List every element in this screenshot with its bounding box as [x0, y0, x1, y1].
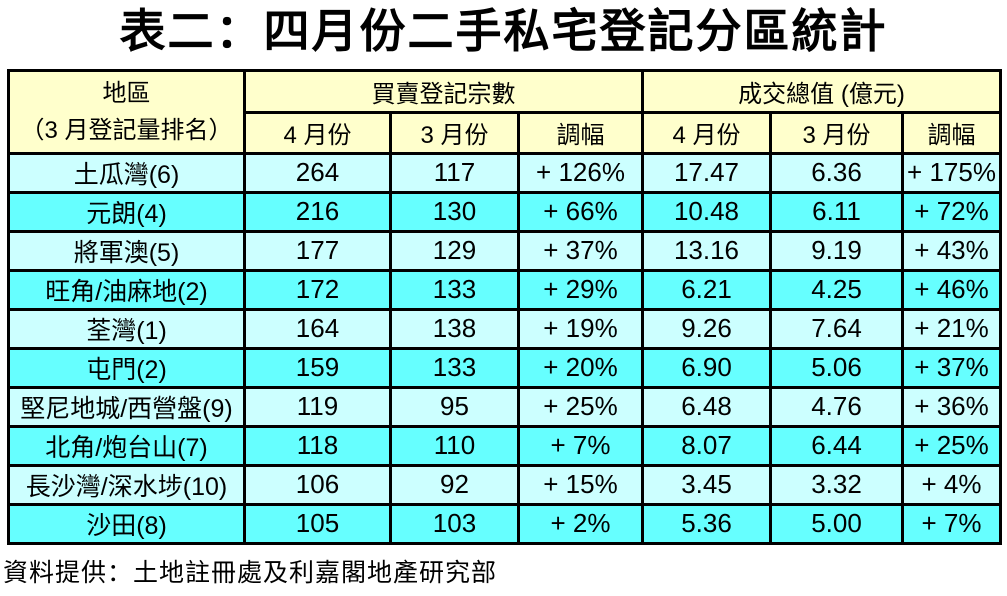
reg-april-cell: 106 [243, 463, 392, 506]
reg-april-cell: 105 [243, 502, 392, 545]
val-march-cell: 7.64 [769, 307, 904, 350]
reg-march-cell: 138 [389, 307, 520, 350]
district-header-line1: 地區 [102, 79, 151, 107]
val-march-header: 3 月份 [769, 110, 904, 155]
table-row: 元朗(4) 216 130 + 66% 10.48 6.11 + 72% [7, 190, 1003, 233]
val-change-cell: + 4% [900, 463, 1003, 506]
district-cell: 土瓜灣(6) [7, 151, 246, 194]
reg-change-cell: + 126% [517, 151, 644, 194]
table-row: 旺角/油麻地(2) 172 133 + 29% 6.21 4.25 + 46% [7, 268, 1003, 311]
district-cell: 荃灣(1) [7, 307, 246, 350]
val-change-cell: + 37% [900, 346, 1003, 389]
reg-april-cell: 119 [243, 385, 392, 428]
reg-march-header: 3 月份 [389, 110, 520, 155]
val-april-cell: 6.21 [641, 268, 772, 311]
header-group-row: 地區 （3 月登記量排名） 買賣登記宗數 成交總值 (億元) [7, 68, 1003, 155]
reg-change-cell: + 25% [517, 385, 644, 428]
val-april-header: 4 月份 [641, 110, 772, 155]
reg-change-cell: + 66% [517, 190, 644, 233]
reg-april-cell: 118 [243, 424, 392, 467]
district-cell: 將軍澳(5) [7, 229, 246, 272]
reg-march-cell: 129 [389, 229, 520, 272]
val-change-cell: + 36% [900, 385, 1003, 428]
district-cell: 堅尼地城/西營盤(9) [7, 385, 246, 428]
district-cell: 長沙灣/深水埗(10) [7, 463, 246, 506]
val-change-cell: + 72% [900, 190, 1003, 233]
reg-april-header: 4 月份 [243, 110, 392, 155]
val-change-cell: + 25% [900, 424, 1003, 467]
val-march-cell: 6.11 [769, 190, 904, 233]
registrations-group-header: 買賣登記宗數 [243, 68, 644, 114]
table-row: 屯門(2) 159 133 + 20% 6.90 5.06 + 37% [7, 346, 1003, 389]
val-april-cell: 5.36 [641, 502, 772, 545]
table-row: 土瓜灣(6) 264 117 + 126% 17.47 6.36 + 175% [7, 151, 1003, 194]
table-row: 長沙灣/深水埗(10) 106 92 + 15% 3.45 3.32 + 4% [7, 463, 1003, 506]
reg-march-cell: 95 [389, 385, 520, 428]
val-march-cell: 3.32 [769, 463, 904, 506]
value-group-header: 成交總值 (億元) [640, 68, 1003, 114]
val-change-cell: + 46% [900, 268, 1003, 311]
val-march-cell: 5.06 [769, 346, 904, 389]
val-april-cell: 13.16 [641, 229, 772, 272]
val-march-cell: 5.00 [769, 502, 904, 545]
table-row: 北角/炮台山(7) 118 110 + 7% 8.07 6.44 + 25% [7, 424, 1003, 467]
val-change-cell: + 21% [900, 307, 1003, 350]
reg-april-cell: 172 [243, 268, 392, 311]
val-april-cell: 17.47 [641, 151, 772, 194]
val-march-cell: 9.19 [769, 229, 904, 272]
reg-change-cell: + 29% [517, 268, 644, 311]
district-cell: 旺角/油麻地(2) [7, 268, 246, 311]
table-row: 沙田(8) 105 103 + 2% 5.36 5.00 + 7% [7, 502, 1003, 545]
reg-april-cell: 216 [243, 190, 392, 233]
val-april-cell: 8.07 [641, 424, 772, 467]
reg-march-cell: 92 [389, 463, 520, 506]
stats-table: 地區 （3 月登記量排名） 買賣登記宗數 成交總值 (億元) 4 月份 3 月份… [7, 68, 1003, 545]
val-change-header: 調幅 [900, 110, 1003, 155]
reg-march-cell: 133 [389, 346, 520, 389]
district-cell: 北角/炮台山(7) [7, 424, 246, 467]
reg-april-cell: 264 [243, 151, 392, 194]
page-title: 表二：四月份二手私宅登記分區統計 [119, 5, 888, 57]
district-column-header: 地區 （3 月登記量排名） [7, 68, 246, 155]
reg-change-cell: + 7% [517, 424, 644, 467]
val-change-cell: + 175% [900, 151, 1003, 194]
val-april-cell: 9.26 [641, 307, 772, 350]
reg-change-header: 調幅 [517, 110, 644, 155]
reg-march-cell: 103 [389, 502, 520, 545]
reg-april-cell: 164 [243, 307, 392, 350]
reg-march-cell: 110 [389, 424, 520, 467]
reg-change-cell: + 19% [517, 307, 644, 350]
reg-march-cell: 133 [389, 268, 520, 311]
val-change-cell: + 7% [900, 502, 1003, 545]
district-cell: 沙田(8) [7, 502, 246, 545]
reg-april-cell: 159 [243, 346, 392, 389]
reg-change-cell: + 15% [517, 463, 644, 506]
val-april-cell: 10.48 [641, 190, 772, 233]
val-march-cell: 4.76 [769, 385, 904, 428]
val-march-cell: 4.25 [769, 268, 904, 311]
reg-change-cell: + 2% [517, 502, 644, 545]
district-cell: 屯門(2) [7, 346, 246, 389]
table-row: 堅尼地城/西營盤(9) 119 95 + 25% 6.48 4.76 + 36% [7, 385, 1003, 428]
header-sub-row: 4 月份 3 月份 調幅 4 月份 3 月份 調幅 [9, 110, 1003, 155]
val-change-cell: + 43% [900, 229, 1003, 272]
reg-change-cell: + 20% [517, 346, 644, 389]
table-body: 土瓜灣(6) 264 117 + 126% 17.47 6.36 + 175% … [7, 151, 1003, 545]
table-header: 地區 （3 月登記量排名） 買賣登記宗數 成交總值 (億元) 4 月份 3 月份… [7, 68, 1003, 155]
val-april-cell: 6.48 [641, 385, 772, 428]
table-row: 將軍澳(5) 177 129 + 37% 13.16 9.19 + 43% [7, 229, 1003, 272]
table-row: 荃灣(1) 164 138 + 19% 9.26 7.64 + 21% [7, 307, 1003, 350]
district-cell: 元朗(4) [7, 190, 246, 233]
reg-april-cell: 177 [243, 229, 392, 272]
val-march-cell: 6.36 [769, 151, 904, 194]
val-april-cell: 6.90 [641, 346, 772, 389]
val-march-cell: 6.44 [769, 424, 904, 467]
reg-march-cell: 130 [389, 190, 520, 233]
val-april-cell: 3.45 [641, 463, 772, 506]
reg-change-cell: + 37% [517, 229, 644, 272]
data-source-note: 資料提供：土地註冊處及利嘉閣地產研究部 [3, 559, 498, 587]
reg-march-cell: 117 [389, 151, 520, 194]
district-header-line2: （3 月登記量排名） [20, 116, 233, 144]
